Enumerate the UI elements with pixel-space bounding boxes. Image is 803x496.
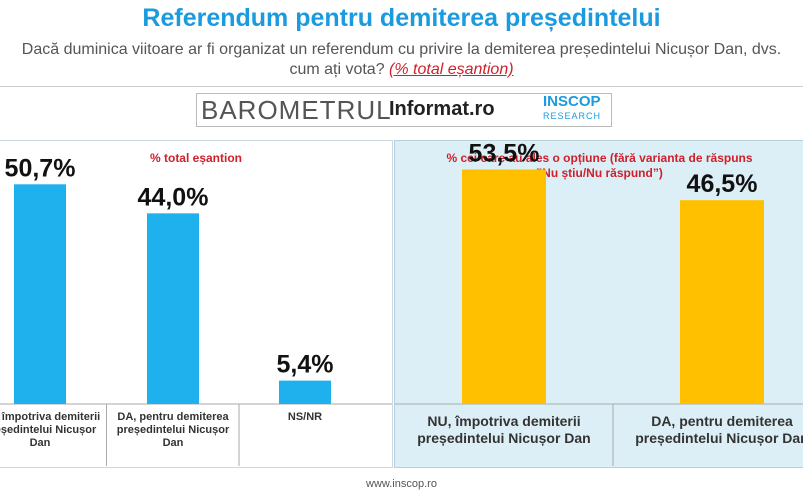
value-label-2: 5,4% xyxy=(277,351,334,379)
category-label-0-1: președintelui Nicușor xyxy=(0,424,97,436)
category-label-1-1: președintelui Nicușor xyxy=(117,424,230,436)
category-label-0-0: NU, împotriva demiterii xyxy=(0,411,100,423)
category-label-1-0: DA, pentru demiterea xyxy=(117,411,229,423)
chart-options-only: 53,5%NU, împotriva demiteriipreședintelu… xyxy=(395,141,803,466)
footer-url: www.inscop.ro xyxy=(366,478,437,490)
question-line-2-text: cum ați vota? xyxy=(289,61,385,78)
bar-0 xyxy=(462,169,546,404)
header-divider xyxy=(0,86,803,87)
value-label-0: 53,5% xyxy=(469,141,540,167)
page-title: Referendum pentru demiterea președintelu… xyxy=(142,4,661,32)
bar-0 xyxy=(14,184,66,404)
inscop-logo-text: INSCOP xyxy=(543,93,601,110)
question-line-2: cum ați vota? (% total eșantion) xyxy=(0,60,803,80)
category-label-0-0: NU, împotriva demiterii xyxy=(427,413,580,429)
bar-1 xyxy=(680,200,764,404)
bar-2 xyxy=(279,380,331,404)
category-label-1-0: DA, pentru demiterea xyxy=(651,413,793,429)
chart-title-total: % total eșantion xyxy=(149,151,242,165)
bar-1 xyxy=(147,213,199,404)
informat-logo: Informat.ro xyxy=(389,98,495,120)
value-label-1: 44,0% xyxy=(138,183,209,211)
category-label-2-0: NS/NR xyxy=(288,411,322,423)
chart-title-options: % cei care au ales o opțiune (fără varia… xyxy=(395,151,803,181)
category-label-0-2: Dan xyxy=(30,437,51,449)
chart-title-options-line-2: ”Nu știu/Nu răspund”) xyxy=(536,166,663,180)
inscop-logo-sub: RESEARCH xyxy=(543,111,602,121)
category-label-0-1: președintelui Nicușor Dan xyxy=(417,430,590,446)
chart-total-sample: 50,7%NU, împotriva demiteriipreședintelu… xyxy=(0,154,392,466)
sample-note: (% total eșantion) xyxy=(389,61,514,78)
chart-panel-total: % total eșantion 50,7% NU, împotriva demi… xyxy=(0,140,393,468)
value-label-0: 50,7% xyxy=(5,154,76,182)
category-label-1-1: președintelui Nicușor Dan xyxy=(635,430,803,446)
inscop-logo: INSCOP RESEARCH xyxy=(543,93,602,123)
value-label-1: 46,5% xyxy=(687,170,758,198)
question-line-1: Dacă duminica viitoare ar fi organizat u… xyxy=(21,41,782,58)
chart-panel-options: % cei care au ales o opțiune (fără varia… xyxy=(394,140,803,468)
category-label-1-2: Dan xyxy=(163,437,184,449)
barometrul-logo: BAROMETRUL xyxy=(201,95,392,125)
logo-banner: BAROMETRUL Informat.ro INSCOP RESEARCH xyxy=(196,93,612,127)
question-text: Dacă duminica viitoare ar fi organizat u… xyxy=(0,40,803,80)
chart-title-options-line-1: % cei care au ales o opțiune (fără varia… xyxy=(446,151,753,165)
